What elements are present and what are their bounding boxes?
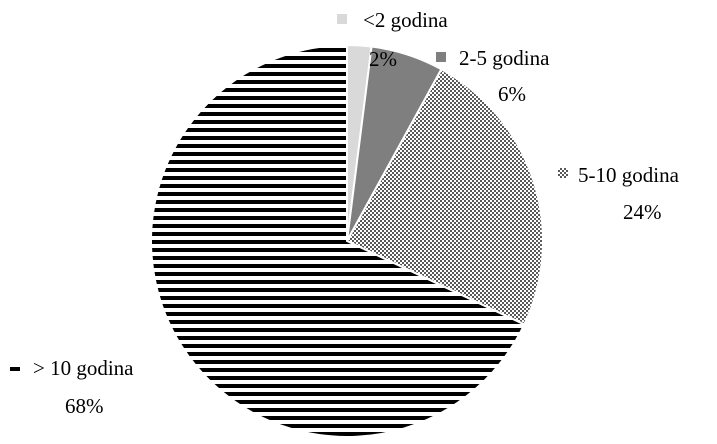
- legend-key-5-10: [558, 168, 568, 178]
- slice-label-lt2-value: 2%: [369, 47, 397, 71]
- slice-label-2-5-value: 6%: [498, 82, 526, 106]
- label-group-2-5: 2-5 godina 6%: [436, 46, 550, 106]
- slice-label-gt10-name: > 10 godina: [33, 356, 134, 380]
- label-group-lt2: <2 godina 2%: [337, 8, 448, 71]
- pie-slices: [150, 43, 544, 438]
- slice-label-5-10-value: 24%: [623, 200, 662, 224]
- legend-key-lt2: [337, 14, 347, 24]
- slice-gt10: [150, 43, 526, 438]
- slice-5-10: [345, 67, 544, 326]
- label-group-5-10: 5-10 godina 24%: [558, 163, 680, 224]
- legend-key-gt10: [10, 367, 20, 371]
- legend-key-2-5: [436, 52, 446, 62]
- slice-label-lt2-name: <2 godina: [363, 8, 448, 32]
- slice-label-5-10-name: 5-10 godina: [578, 163, 680, 187]
- label-group-gt10: > 10 godina 68%: [10, 356, 134, 418]
- slice-label-gt10-value: 68%: [65, 394, 104, 418]
- slice-label-2-5-name: 2-5 godina: [459, 46, 550, 70]
